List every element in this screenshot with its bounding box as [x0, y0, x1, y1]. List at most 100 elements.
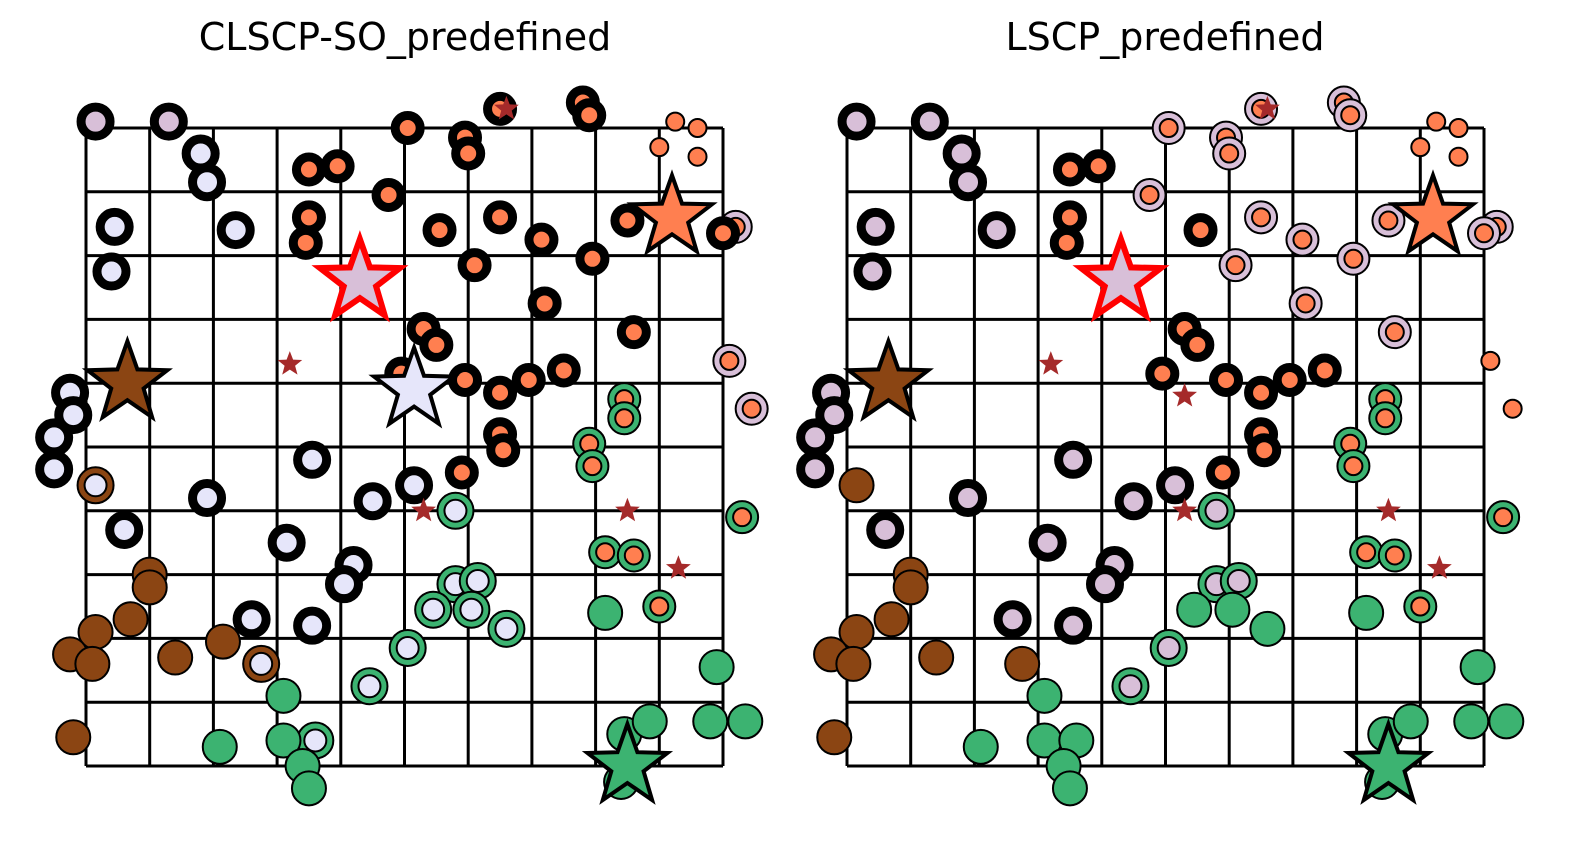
candidate-site-star	[615, 497, 640, 522]
demand-point	[713, 223, 733, 244]
demand-point	[582, 248, 603, 269]
demand-point	[687, 146, 708, 167]
demand-point	[204, 623, 241, 660]
demand-point	[112, 601, 149, 638]
facility-star	[626, 169, 718, 257]
demand-point	[838, 467, 875, 504]
demand-point	[1279, 370, 1300, 391]
demand-point	[1426, 111, 1447, 132]
demand-point	[962, 728, 999, 765]
demand-point	[464, 255, 485, 276]
demand-point	[1295, 293, 1316, 314]
demand-point	[698, 649, 735, 686]
demand-point	[490, 382, 511, 403]
demand-point	[1214, 591, 1251, 628]
demand-point	[201, 728, 238, 765]
demand-point	[1004, 645, 1041, 682]
demand-point	[157, 639, 194, 676]
demand-point	[459, 597, 484, 622]
demand-points	[35, 85, 769, 807]
demand-point	[1026, 677, 1063, 714]
demand-point	[1343, 248, 1364, 269]
demand-point	[803, 457, 828, 482]
candidate-sites	[277, 95, 691, 579]
demand-point	[1051, 770, 1088, 807]
demand-point	[1163, 473, 1188, 498]
demand-point	[579, 105, 600, 126]
demand-point	[1216, 370, 1237, 391]
demand-point	[42, 457, 67, 482]
facility-star	[311, 230, 409, 323]
demand-point	[397, 118, 418, 138]
chart-title: LSCP_predefined	[1005, 15, 1324, 59]
demand-point	[102, 214, 127, 239]
demand-point	[860, 259, 885, 284]
demand-point	[587, 594, 624, 631]
facility-star	[842, 335, 934, 423]
demand-point	[949, 141, 974, 166]
demand-point	[1493, 507, 1514, 528]
demand-point	[265, 677, 302, 714]
demand-point	[55, 719, 92, 756]
facility-star	[1342, 717, 1435, 805]
candidate-site-star	[494, 95, 519, 120]
candidate-site-star	[1255, 95, 1280, 120]
demand-point	[99, 259, 124, 284]
demand-point	[835, 645, 872, 682]
candidate-site-star	[1172, 383, 1197, 407]
demand-point	[1251, 207, 1272, 228]
demand-point	[1059, 207, 1080, 228]
demand-point	[1375, 408, 1396, 429]
demand-point	[534, 293, 555, 314]
demand-point	[1158, 118, 1179, 138]
demand-point	[1254, 440, 1275, 461]
demand-point	[1121, 489, 1146, 514]
demand-point	[300, 613, 325, 638]
demand-point	[1488, 703, 1525, 740]
demand-point	[1343, 456, 1364, 477]
demand-point	[451, 462, 472, 483]
chart-title: CLSCP-SO_predefined	[199, 15, 612, 59]
demand-point	[1410, 137, 1431, 158]
demand-point	[1480, 350, 1501, 371]
demand-point	[112, 517, 137, 542]
demand-point	[239, 607, 264, 632]
candidate-site-star	[1427, 555, 1452, 579]
demand-point	[290, 770, 327, 807]
demand-point	[873, 517, 898, 542]
demand-point	[1448, 118, 1469, 138]
demand-point	[816, 719, 853, 756]
demand-point	[458, 143, 479, 164]
demand-point	[429, 220, 450, 241]
demand-point	[83, 109, 108, 134]
demand-point	[1225, 255, 1246, 276]
demand-point	[1453, 703, 1490, 740]
demand-point	[1502, 398, 1523, 419]
demand-point	[665, 111, 686, 132]
demand-point	[984, 218, 1009, 243]
demand-point	[1190, 220, 1211, 241]
chart-panel-clscp-so: CLSCP-SO_predefined	[35, 15, 769, 807]
demand-point	[595, 542, 616, 563]
demand-point	[692, 703, 729, 740]
demand-point	[1035, 530, 1060, 555]
demand-point	[803, 425, 828, 450]
demand-point	[892, 569, 929, 606]
demand-point	[490, 207, 511, 228]
demand-point	[1204, 498, 1229, 523]
demand-point	[426, 334, 447, 355]
demand-point	[1059, 159, 1080, 180]
facility-star	[1072, 230, 1170, 323]
demand-point	[1249, 610, 1286, 647]
demand-point	[1292, 229, 1313, 250]
facilities	[842, 169, 1479, 805]
demand-point	[402, 473, 427, 498]
candidate-site-star	[666, 555, 691, 579]
demand-point	[649, 137, 670, 158]
demand-point	[494, 616, 519, 641]
demand-point	[631, 703, 668, 740]
facility-star	[81, 335, 173, 423]
demand-point	[443, 498, 468, 523]
demand-point	[455, 370, 476, 391]
demand-point	[956, 170, 981, 195]
